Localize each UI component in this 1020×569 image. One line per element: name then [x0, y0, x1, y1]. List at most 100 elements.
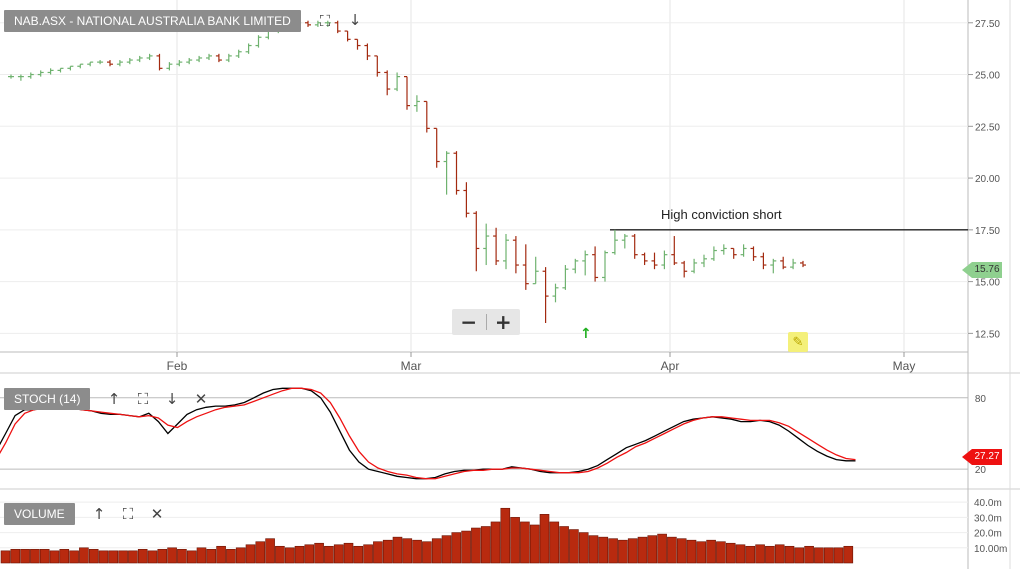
ohlc-bar — [572, 258, 579, 274]
ohlc-bar — [176, 60, 183, 67]
ohlc-bar — [631, 233, 638, 259]
volume-bar — [324, 545, 334, 564]
ohlc-bar — [790, 258, 797, 270]
close-icon[interactable]: ✕ — [194, 390, 208, 408]
volume-bar — [490, 521, 501, 564]
arrow-up-icon[interactable]: ↑ — [92, 505, 106, 523]
ohlc-bar — [681, 260, 688, 278]
volume-bar — [774, 544, 785, 564]
volume-bar — [569, 529, 579, 564]
volume-bar — [363, 544, 373, 564]
ohlc-bar — [780, 256, 787, 270]
ohlc-bar — [800, 260, 806, 268]
volume-bar — [314, 542, 324, 564]
ohlc-bar — [156, 53, 163, 71]
volume-bar — [794, 547, 805, 564]
volume-bar — [422, 541, 432, 564]
volume-bar — [480, 526, 491, 564]
volume-bar — [657, 533, 667, 564]
ohlc-bar — [17, 74, 24, 81]
ohlc-bar — [334, 20, 341, 34]
close-icon[interactable]: ✕ — [150, 505, 164, 523]
volume-bar — [647, 535, 658, 564]
ohlc-bar — [760, 252, 767, 270]
ohlc-bar — [473, 211, 480, 272]
y-tick-label: 27.50 — [975, 19, 1000, 30]
volume-bar — [275, 545, 285, 564]
volume-bar — [147, 550, 158, 564]
ohlc-bar — [206, 53, 212, 61]
ohlc-bar — [710, 246, 717, 261]
y-tick-label: 25.00 — [975, 71, 1000, 82]
zoom-out-button[interactable]: − — [460, 310, 478, 334]
ohlc-bar — [542, 267, 549, 324]
volume-bar — [667, 536, 677, 564]
last-price-tag: 15.76 — [962, 262, 1002, 278]
volume-bar — [255, 541, 266, 564]
stoch-last-value: 27.27 — [974, 451, 1000, 462]
ohlc-bar — [423, 100, 430, 133]
ohlc-bar — [730, 247, 737, 259]
volume-bar — [20, 549, 30, 564]
ohlc-bar — [314, 20, 321, 27]
volume-bar — [373, 541, 383, 564]
volume-bar — [471, 527, 481, 564]
volume-bar — [804, 545, 814, 564]
arrow-down-icon[interactable]: ↓ — [348, 11, 362, 29]
volume-bar — [167, 547, 177, 564]
stoch-last-value-tag: 27.27 — [962, 449, 1002, 465]
volume-bar — [157, 549, 168, 564]
ohlc-bar — [433, 127, 440, 168]
ohlc-bar — [691, 258, 698, 274]
volume-bar — [637, 536, 648, 564]
pencil-icon[interactable]: ✎ — [788, 332, 808, 352]
volume-bar — [598, 536, 609, 564]
volume-bar — [510, 517, 520, 564]
price-axis: 27.50 25.00 22.50 20.00 17.50 15.00 12.50 80 20 4… — [968, 19, 1007, 555]
y-tick-label: 17.50 — [975, 226, 1000, 237]
fullscreen-icon[interactable]: ⛶ — [137, 390, 149, 408]
ohlc-bar — [720, 244, 727, 255]
fullscreen-icon[interactable]: ⛶ — [122, 505, 134, 523]
main-panel-title: NAB.ASX - NATIONAL AUSTRALIA BANK LIMITE… — [4, 10, 301, 32]
ohlc-bar — [225, 53, 232, 63]
ohlc-bar — [305, 20, 311, 27]
ohlc-bar — [562, 265, 569, 290]
ohlc-bar — [186, 57, 193, 65]
volume-bar — [823, 547, 834, 564]
ohlc-bar — [8, 74, 14, 79]
stochastic-lines — [0, 387, 856, 480]
ohlc-bar — [245, 43, 252, 54]
volume-bar — [0, 550, 11, 564]
ohlc-bar — [453, 151, 460, 195]
ohlc-bar — [404, 76, 410, 110]
volume-bar — [392, 536, 403, 564]
fullscreen-icon[interactable]: ⛶ — [319, 12, 331, 30]
ohlc-bar — [235, 49, 242, 58]
ohlc-bar — [344, 30, 351, 42]
volume-bar — [735, 544, 746, 564]
annotation-label: High conviction short — [661, 207, 782, 222]
ohlc-bar — [107, 60, 113, 67]
volume-bar — [235, 547, 246, 564]
ohlc-bar — [67, 65, 74, 71]
ohlc-bar — [384, 70, 391, 96]
ohlc-bar — [97, 60, 104, 65]
ohlc-bar — [750, 246, 757, 261]
zoom-in-button[interactable]: + — [494, 310, 512, 334]
volume-bar — [226, 549, 236, 564]
volume-bar — [765, 545, 775, 564]
volume-tick-label: 30.0m — [974, 513, 1002, 524]
volume-bar — [69, 550, 79, 564]
volume-bar — [402, 538, 413, 564]
ohlc-bar — [87, 61, 94, 67]
arrow-down-icon[interactable]: ↓ — [165, 390, 179, 408]
volume-bar — [559, 526, 569, 564]
ohlc-bar — [740, 244, 747, 257]
arrow-up-icon[interactable]: ↑ — [107, 390, 121, 408]
volume-bar — [59, 549, 70, 564]
ohlc-bar — [621, 233, 628, 249]
ohlc-bar — [671, 236, 678, 266]
ohlc-bar — [582, 250, 589, 276]
